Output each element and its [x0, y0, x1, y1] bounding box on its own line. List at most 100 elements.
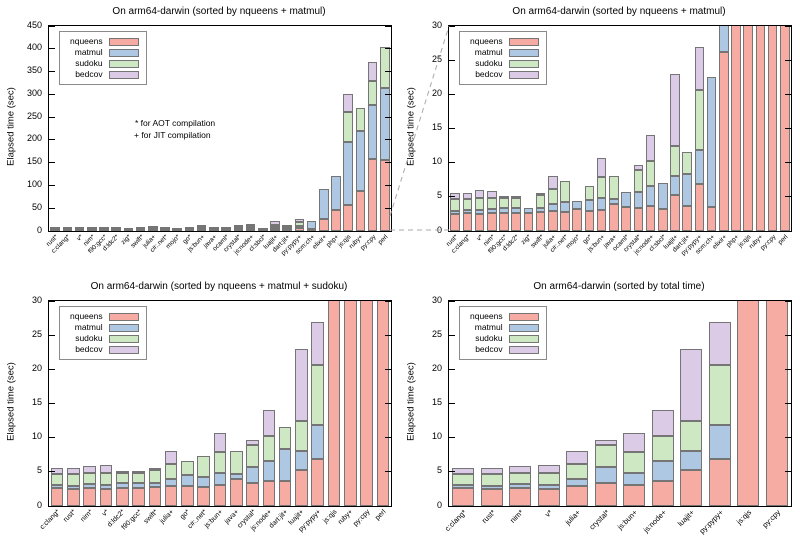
bar-segment-nqueens: [450, 213, 460, 231]
y-tick-mark: [385, 207, 391, 209]
bar-segment-bedcov: [594, 439, 617, 446]
y-tick-mark: [49, 162, 55, 164]
bar-segment-sudoku: [596, 177, 607, 198]
bar-segment-nqueens: [596, 209, 607, 231]
legend-label: sudoku: [75, 333, 103, 343]
bar-segment-matmul: [331, 176, 341, 210]
chart-sorted-by-nqueens-matmul-sudoku: On arm64-darwin (sorted by nqueens + mat…: [0, 275, 400, 549]
bar-segment-matmul: [623, 472, 646, 485]
bar-segment-matmul: [486, 209, 497, 214]
legend-row: sudoku: [70, 333, 139, 344]
y-axis-tick-label: 30: [31, 294, 42, 305]
bar-segment-bedcov: [311, 321, 325, 366]
bar-segment-nqueens: [708, 458, 731, 506]
bar-segment-matmul: [651, 460, 674, 481]
legend-swatch-bedcov: [108, 345, 139, 354]
bar-segment-nqueens: [480, 488, 503, 506]
y-tick-mark: [785, 25, 791, 27]
bar-segment-bedcov: [99, 226, 109, 229]
bar-segment-nqueens: [233, 229, 244, 231]
bar-segment-nqueens: [294, 227, 305, 231]
y-tick-mark: [785, 59, 791, 61]
y-axis-tick-label: 15: [431, 122, 442, 132]
bar-segment-bedcov: [633, 164, 644, 171]
bar-segment-bedcov: [680, 348, 703, 421]
bar-segment-matmul: [229, 473, 243, 479]
y-tick-mark: [49, 139, 55, 141]
legend-swatch-nqueens: [108, 312, 139, 321]
bar-segment-sudoku: [645, 160, 656, 186]
bar-segment-matmul: [246, 467, 259, 484]
y-axis-tick-label: 15: [31, 397, 42, 407]
y-tick-mark: [49, 403, 55, 404]
y-tick-mark: [449, 505, 455, 507]
bar-segment-sudoku: [311, 365, 325, 426]
bar-segment-bedcov: [452, 468, 475, 474]
y-tick-mark: [49, 471, 55, 473]
y-axis-tick-label: 150: [26, 156, 42, 167]
bar-segment-matmul: [67, 485, 80, 489]
bar-segment-nqueens: [343, 301, 357, 506]
bar-segment-sudoku: [537, 472, 560, 485]
bar-segment-bedcov: [213, 432, 227, 453]
bar-segment-sudoku: [148, 470, 162, 484]
legend-box: nqueens matmul sudoku bedcov: [59, 31, 147, 85]
y-axis-tick-label: 10: [31, 431, 42, 442]
legend-label: sudoku: [475, 333, 503, 343]
bar-segment-nqueens: [623, 484, 646, 506]
y-axis-tick-label: 100: [26, 178, 42, 189]
bar-segment-sudoku: [452, 473, 475, 485]
bar-segment-nqueens: [67, 488, 80, 506]
bar-segment-nqueens: [572, 209, 582, 231]
bar-segment-nqueens: [486, 213, 497, 231]
bar-segment-matmul: [380, 87, 390, 160]
bar-segment-nqueens: [499, 213, 509, 231]
bar-segment-matmul: [278, 448, 292, 482]
y-tick-mark: [49, 184, 55, 186]
y-axis-tick-label: 5: [436, 465, 442, 476]
y-axis-tick-label: 25: [431, 328, 442, 339]
y-axis-tick-label: 5: [36, 465, 42, 476]
jit-annotation: + for JIT compilation: [134, 130, 211, 140]
legend-swatch-sudoku: [508, 334, 539, 343]
bar-segment-matmul: [594, 467, 617, 484]
bar-segment-bedcov: [50, 468, 64, 474]
legend-swatch-bedcov: [108, 70, 139, 79]
y-axis-tick-label: 10: [431, 156, 442, 167]
bar-segment-sudoku: [115, 473, 129, 484]
bar-segment-sudoku: [278, 426, 292, 449]
bar-segment-nqueens: [523, 212, 534, 231]
bar-segment-nqueens: [474, 213, 485, 231]
y-tick-mark: [449, 162, 455, 164]
legend-label: nqueens: [470, 311, 503, 321]
bar-segment-bedcov: [535, 193, 546, 196]
y-tick-mark: [785, 196, 791, 198]
bar-segment-nqueens: [343, 204, 353, 231]
bar-segment-bedcov: [99, 465, 113, 473]
x-axis-label: perl: [374, 508, 388, 522]
bar-segment-matmul: [148, 483, 162, 487]
bar-segment-bedcov: [86, 226, 97, 229]
y-tick-mark: [385, 505, 391, 507]
bar-segment-bedcov: [462, 193, 473, 199]
bar-segment-matmul: [115, 483, 129, 489]
bar-segment-nqueens: [452, 488, 475, 506]
bar-segment-nqueens: [537, 488, 560, 506]
y-axis-tick-label: 350: [26, 65, 42, 76]
bar-segment-matmul: [657, 182, 668, 210]
bar-segment-nqueens: [594, 483, 617, 506]
bar-segment-matmul: [694, 150, 705, 184]
bar-segment-sudoku: [651, 435, 674, 461]
bar-segment-bedcov: [164, 450, 178, 465]
bar-segment-bedcov: [596, 157, 607, 178]
legend-row: nqueens: [470, 311, 539, 322]
bar-segment-sudoku: [694, 90, 705, 151]
bar-segment-nqueens: [462, 213, 473, 231]
bar-segment-sudoku: [633, 170, 644, 193]
legend-label: bedcov: [475, 69, 503, 79]
legend-label: matmul: [74, 47, 103, 57]
bar-segment-sudoku: [367, 80, 378, 106]
bar-segment-matmul: [306, 220, 317, 230]
bar-segment-matmul: [499, 208, 509, 214]
bar-segment-matmul: [645, 185, 656, 206]
